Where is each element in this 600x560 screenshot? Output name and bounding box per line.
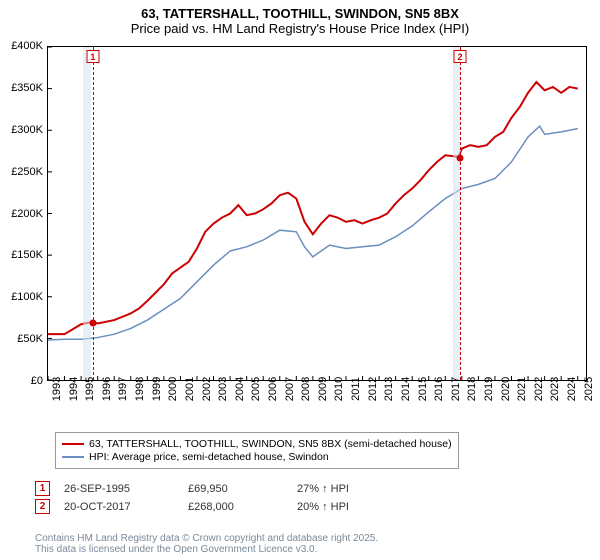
plot-svg [48, 47, 586, 380]
xtick-label: 1997 [117, 377, 129, 401]
legend-swatch [62, 443, 84, 445]
sale-info-block: 1 26-SEP-1995 £69,950 27% ↑ HPI 2 20-OCT-2017… [35, 478, 349, 517]
xtick-label: 2019 [483, 377, 495, 401]
xtick-label: 2005 [250, 377, 262, 401]
xtick-label: 2018 [466, 377, 478, 401]
ytick-label: £50K [0, 333, 43, 345]
ytick-label: £150K [0, 249, 43, 261]
marker-vline-2 [460, 47, 461, 380]
ytick-label: £250K [0, 166, 43, 178]
legend-label: HPI: Average price, semi-detached house,… [89, 451, 329, 463]
footer-line2: This data is licensed under the Open Gov… [35, 544, 378, 555]
sale-info-row: 2 20-OCT-2017 £268,000 20% ↑ HPI [35, 499, 349, 514]
title-block: 63, TATTERSHALL, TOOTHILL, SWINDON, SN5 … [0, 0, 600, 38]
legend-label: 63, TATTERSHALL, TOOTHILL, SWINDON, SN5 … [89, 438, 452, 450]
footer-credit: Contains HM Land Registry data © Crown c… [35, 533, 378, 555]
xtick-label: 2011 [350, 377, 362, 401]
marker-vline-1 [93, 47, 94, 380]
series-price_paid [48, 82, 578, 334]
ytick-label: £200K [0, 208, 43, 220]
chart-container: 63, TATTERSHALL, TOOTHILL, SWINDON, SN5 … [0, 0, 600, 560]
xtick-label: 2025 [583, 377, 595, 401]
xtick-label: 1998 [134, 377, 146, 401]
marker-dot-1 [89, 320, 96, 327]
legend: 63, TATTERSHALL, TOOTHILL, SWINDON, SN5 … [55, 432, 459, 469]
shaded-region [83, 47, 91, 380]
sale-info-row: 1 26-SEP-1995 £69,950 27% ↑ HPI [35, 481, 349, 496]
sale-marker-box: 1 [35, 481, 50, 496]
xtick-label: 1996 [101, 377, 113, 401]
xtick-label: 1995 [84, 377, 96, 401]
xtick-label: 2003 [217, 377, 229, 401]
marker-label-2: 2 [454, 50, 467, 63]
xtick-label: 2001 [184, 377, 196, 401]
xtick-label: 2020 [500, 377, 512, 401]
xtick-label: 2000 [167, 377, 179, 401]
ytick-label: £300K [0, 124, 43, 136]
footer-line1: Contains HM Land Registry data © Crown c… [35, 533, 378, 544]
xtick-label: 2007 [284, 377, 296, 401]
chart-area: 12 [47, 46, 587, 381]
ytick-label: £350K [0, 82, 43, 94]
xtick-label: 2002 [201, 377, 213, 401]
xtick-label: 2022 [533, 377, 545, 401]
xtick-label: 2021 [516, 377, 528, 401]
xtick-label: 2010 [333, 377, 345, 401]
ytick-label: £0 [0, 375, 43, 387]
marker-dot-2 [457, 154, 464, 161]
legend-row: 63, TATTERSHALL, TOOTHILL, SWINDON, SN5 … [62, 438, 452, 450]
legend-swatch [62, 456, 84, 458]
xtick-label: 1994 [68, 377, 80, 401]
ytick-label: £400K [0, 40, 43, 52]
xtick-label: 2013 [383, 377, 395, 401]
xtick-label: 1993 [51, 377, 63, 401]
xtick-label: 2009 [317, 377, 329, 401]
xtick-label: 2015 [417, 377, 429, 401]
xtick-label: 2017 [450, 377, 462, 401]
xtick-label: 2008 [300, 377, 312, 401]
sale-price: £268,000 [188, 501, 283, 513]
xtick-label: 2023 [549, 377, 561, 401]
ytick-label: £100K [0, 291, 43, 303]
sale-marker-box: 2 [35, 499, 50, 514]
xtick-label: 2016 [433, 377, 445, 401]
sale-price: £69,950 [188, 483, 283, 495]
sale-date: 20-OCT-2017 [64, 501, 174, 513]
xtick-label: 2012 [367, 377, 379, 401]
sale-delta: 27% ↑ HPI [297, 483, 349, 495]
sale-delta: 20% ↑ HPI [297, 501, 349, 513]
title-line1: 63, TATTERSHALL, TOOTHILL, SWINDON, SN5 … [0, 6, 600, 21]
marker-label-1: 1 [86, 50, 99, 63]
title-line2: Price paid vs. HM Land Registry's House … [0, 21, 600, 36]
xtick-label: 2006 [267, 377, 279, 401]
sale-date: 26-SEP-1995 [64, 483, 174, 495]
xtick-label: 2004 [234, 377, 246, 401]
xtick-label: 2014 [400, 377, 412, 401]
xtick-label: 2024 [566, 377, 578, 401]
xtick-label: 1999 [151, 377, 163, 401]
legend-row: HPI: Average price, semi-detached house,… [62, 451, 452, 463]
